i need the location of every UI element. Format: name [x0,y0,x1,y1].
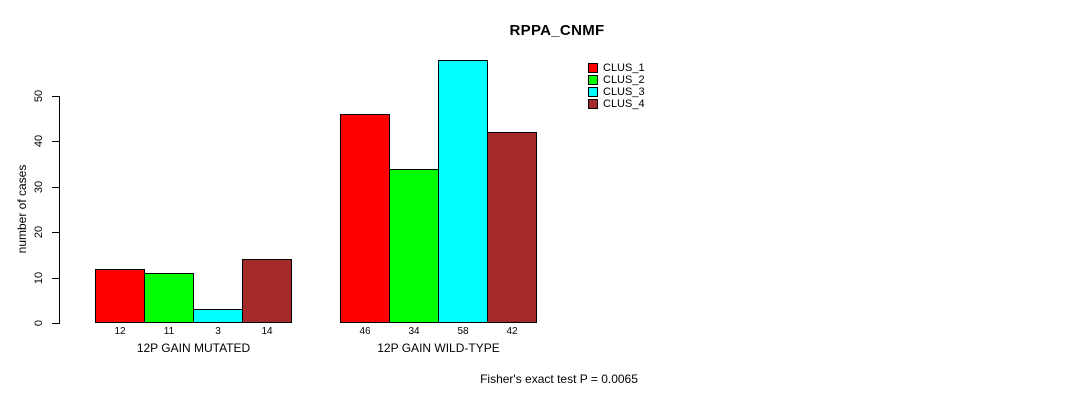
y-tick-label: 20 [33,225,45,239]
chart-title: RPPA_CNMF [509,22,605,39]
y-tick-label: 0 [33,319,45,327]
bar-value-label: 14 [261,326,273,337]
legend-color-swatch [588,63,598,73]
legend-color-swatch [588,75,598,85]
bar [389,169,439,323]
y-tick-label: 10 [33,271,45,285]
legend-item: CLUS_2 [588,74,645,86]
y-axis-label: number of cases [15,164,29,254]
legend-label: CLUS_1 [603,62,645,74]
legend: CLUS_1 CLUS_2 CLUS_3 CLUS_4 [588,62,645,110]
bar [340,114,390,323]
bar-value-label: 34 [408,326,420,337]
bar-value-label: 3 [215,326,221,337]
bar [144,273,194,323]
y-tick-label: 50 [33,89,45,103]
x-axis-group-label: 12P GAIN WILD-TYPE [377,341,500,355]
legend-label: CLUS_4 [603,98,645,110]
legend-item: CLUS_1 [588,62,645,74]
legend-label: CLUS_3 [603,86,645,98]
y-tick [52,278,59,279]
bar [242,259,292,323]
bar-value-label: 12 [114,326,126,337]
y-tick [52,323,59,324]
bar-value-label: 11 [163,326,175,337]
bar-value-label: 42 [506,326,518,337]
legend-item: CLUS_3 [588,86,645,98]
y-tick-label: 40 [33,134,45,148]
annotation-text: Fisher's exact test P = 0.0065 [480,372,638,386]
legend-color-swatch [588,87,598,97]
x-axis-group-label: 12P GAIN MUTATED [136,341,251,355]
y-tick [52,232,59,233]
y-tick [52,96,59,97]
legend-label: CLUS_2 [603,74,645,86]
bar-value-label: 46 [359,326,371,337]
bar [193,309,243,323]
y-tick [52,187,59,188]
y-tick-label: 30 [33,180,45,194]
legend-item: CLUS_4 [588,98,645,110]
legend-color-swatch [588,99,598,109]
bar [487,132,537,323]
bar [438,60,488,323]
bar-value-label: 58 [457,326,469,337]
y-axis-line [59,96,60,324]
y-tick [52,141,59,142]
bar [95,269,145,323]
